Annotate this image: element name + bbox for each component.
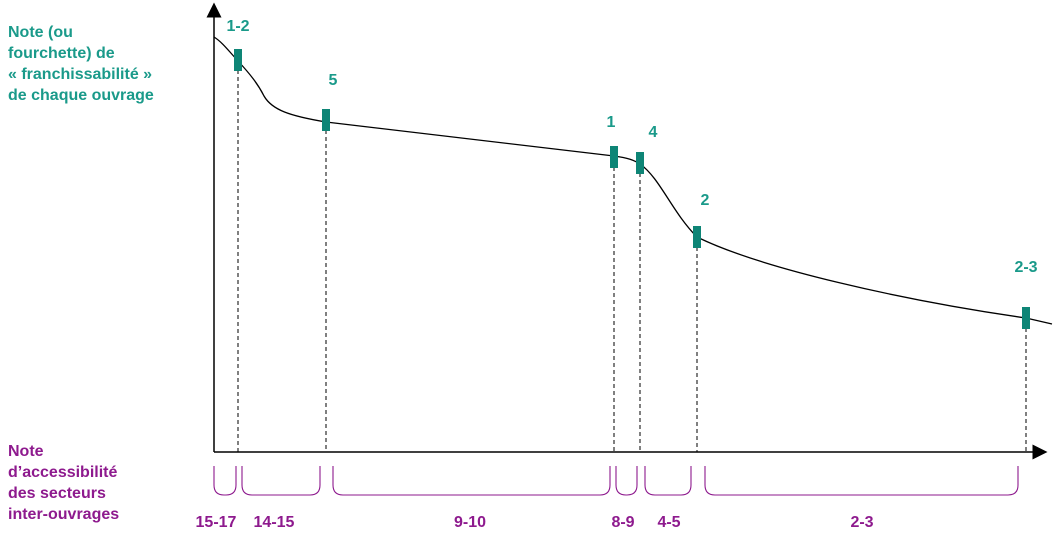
x-axis-label-line: inter-ouvrages	[8, 506, 120, 523]
secteur-bracket	[644, 466, 692, 496]
ouvrage-marker	[636, 152, 644, 174]
y-axis-label-line: fourchette) de	[8, 45, 115, 62]
x-axis-label: Note d’accessibilité des secteurs inter-…	[8, 441, 168, 525]
franchissabilite-curve	[213, 36, 1053, 325]
x-axis-label-line: des secteurs	[8, 485, 106, 502]
secteur-bracket	[241, 466, 321, 496]
secteur-label: 9-10	[454, 514, 486, 531]
secteur-label: 2-3	[850, 514, 873, 531]
secteur-bracket	[332, 466, 611, 496]
ouvrage-label: 4	[649, 124, 658, 141]
y-axis-label-line: de chaque ouvrage	[8, 87, 154, 104]
secteur-label: 14-15	[254, 514, 295, 531]
ouvrage-label: 1-2	[226, 18, 249, 35]
secteur-bracket	[615, 466, 638, 496]
y-axis-label-line: « franchissabilité »	[8, 66, 153, 83]
secteur-label: 8-9	[611, 514, 634, 531]
y-axis-label-line: Note (ou	[8, 24, 73, 41]
ouvrage-label: 2	[701, 192, 710, 209]
ouvrage-marker	[693, 226, 701, 248]
ouvrage-label: 1	[607, 114, 616, 131]
ouvrage-marker	[234, 49, 242, 71]
secteur-bracket	[704, 466, 1019, 496]
ouvrage-marker	[322, 109, 330, 131]
ouvrage-marker	[1022, 307, 1030, 329]
y-axis-label: Note (ou fourchette) de « franchissabili…	[8, 22, 208, 106]
x-axis-label-line: d’accessibilité	[8, 464, 118, 481]
secteur-label: 15-17	[196, 514, 237, 531]
x-axis-label-line: Note	[8, 443, 44, 460]
ouvrage-marker	[610, 146, 618, 168]
secteur-bracket	[213, 466, 237, 496]
secteur-label: 4-5	[657, 514, 680, 531]
ouvrage-label: 5	[329, 72, 338, 89]
ouvrage-label: 2-3	[1014, 259, 1037, 276]
